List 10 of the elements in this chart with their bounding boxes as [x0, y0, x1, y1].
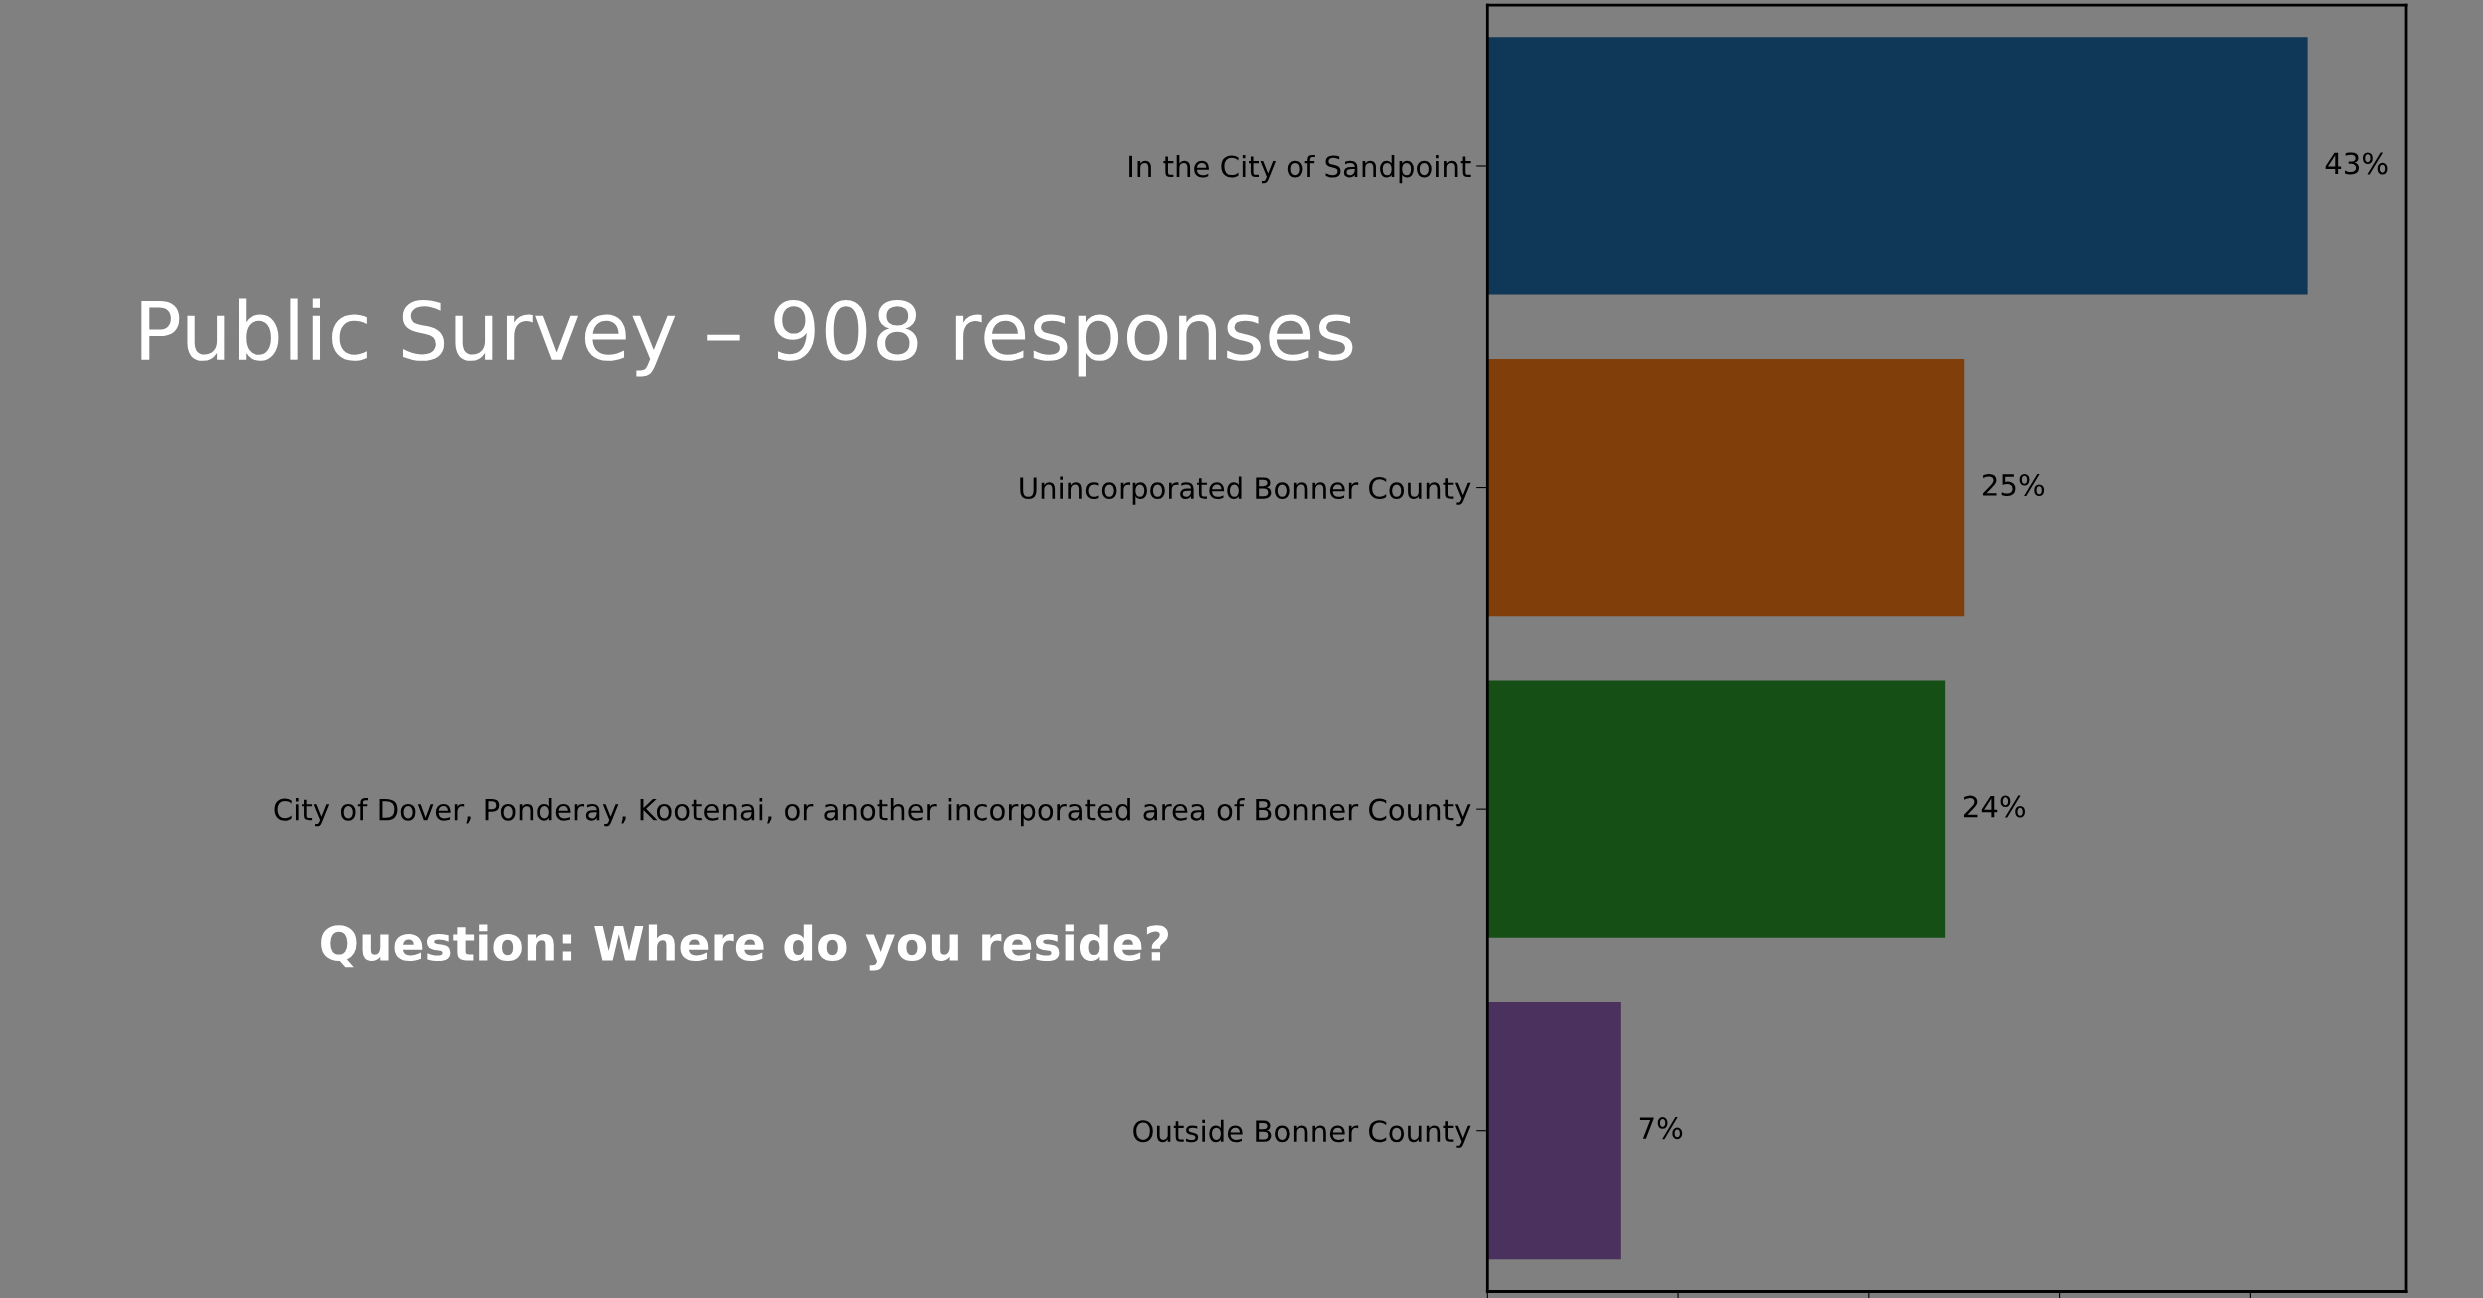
y-tick-label: Unincorporated Bonner County — [1020, 476, 1471, 505]
data-label: 25% — [1983, 473, 2045, 497]
data-label: 24% — [1963, 795, 2026, 818]
y-tick-label: In the City of Sandpoint — [1129, 154, 1471, 184]
y-tick-label: City of Dover, Ponderay, Kootenai, or another incorporated area of Bonner County — [274, 798, 1471, 827]
text: Public Survey – 908 responses — [141, 298, 1353, 377]
text: Question: Where do you reside? — [321, 924, 1168, 971]
data-label: 43% — [2325, 152, 2388, 175]
data-label: 7% — [1639, 1117, 1683, 1140]
y-tick-label: Outside Bonner County — [1133, 1119, 1471, 1148]
